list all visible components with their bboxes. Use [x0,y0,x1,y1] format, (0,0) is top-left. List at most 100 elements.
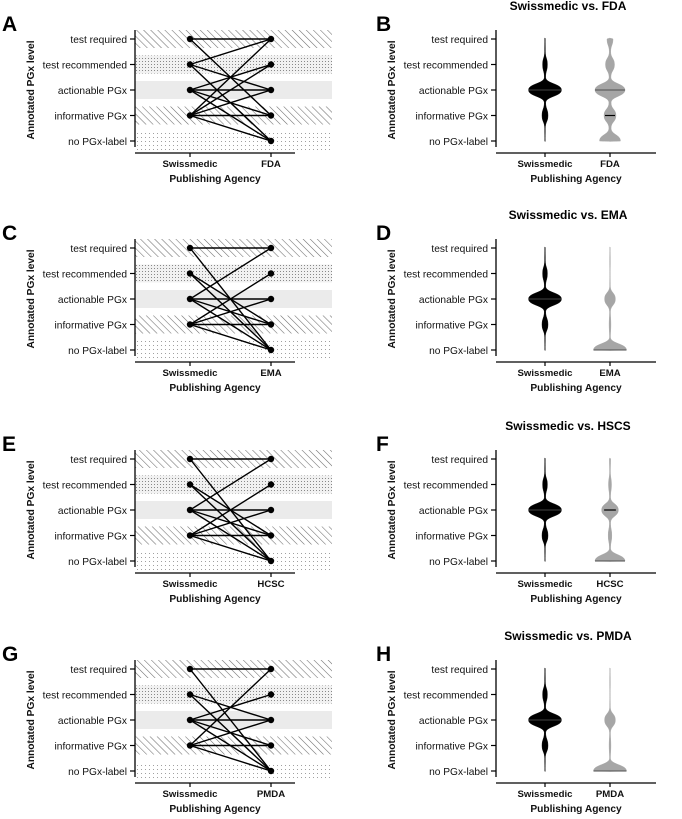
panel-a-y-tick-label: informative PGx [55,111,127,122]
panel-h-y-tick-label: test required [431,665,488,676]
panel-b-y-tick-label: test required [431,35,488,46]
panel-f-x-tick-label: Swissmedic [518,579,574,590]
panel-d-x-axis-label: Publishing Agency [530,383,622,394]
panel-c-x-axis-label: Publishing Agency [169,383,261,394]
panel-g-x-tick-label: PMDA [257,789,285,800]
panel-a-link [189,114,272,142]
panel-c-link [189,272,272,326]
panel-f-y-tick-label: informative PGx [416,531,488,542]
panel-h-y-tick-label: no PGx-label [429,767,488,778]
panel-c-band-1 [135,264,332,283]
panel-g-point [186,742,194,749]
panel-b-x-axis-label: Publishing Agency [530,174,622,185]
panel-g-link [189,719,272,747]
panel-g-point [267,767,275,775]
panel-e-link [189,458,272,511]
panel-h-y-axis-label: Annotated PGx level [387,670,398,769]
panel-g-y-tick-label: actionable PGx [58,716,127,727]
panel-c-point [186,270,194,277]
panel-e-point [267,455,275,463]
panel-a-band-4 [135,132,332,150]
panel-e-link [189,534,272,562]
panel-f-y-tick-label: no PGx-label [429,557,488,568]
panel-c-point [186,295,194,303]
panel-e-point [186,455,194,463]
panel-e-y-tick-label: no PGx-label [68,557,127,568]
panel-b-y-tick-label: test recommended [404,60,489,71]
panel-d-x-tick-label: EMA [599,368,620,379]
panel-a-link [189,38,272,117]
panel-e-y-tick-label: test recommended [43,480,128,491]
panel-d-violin-chart: test required test recommended actionable … [376,208,656,394]
panel-c-point [267,270,275,277]
panel-d-y-tick-label: no PGx-label [429,346,488,357]
panel-c-link [189,247,272,300]
panel-c-band-4 [135,341,332,359]
panel-a-y-axis-label: Annotated PGx level [26,40,37,139]
panel-e-point [186,481,194,488]
panel-g-point [186,716,194,724]
panel-b-y-tick-label: actionable PGx [419,86,488,97]
panel-e-y-axis-label: Annotated PGx level [26,460,37,559]
panel-e-x-tick-label: Swissmedic [163,579,219,590]
panel-b-x-tick-label: FDA [600,159,620,170]
panel-e-y-tick-label: test required [70,455,127,466]
panel-d-y-tick-label: test recommended [404,269,489,280]
panel-e-point [186,506,194,514]
panel-a-link [189,63,272,117]
panel-e-point [267,532,275,539]
panel-d-y-tick-label: actionable PGx [419,295,488,306]
panel-f-y-axis-label: Annotated PGx level [387,460,398,559]
panel-d-violin-ema [593,246,627,351]
panel-a-point [186,86,194,94]
panel-g-point [267,691,275,698]
panel-g-y-axis-label: Annotated PGx level [26,670,37,769]
panel-d-letter: D [376,222,391,245]
panel-a-point [186,61,194,68]
panel-e-band-4 [135,552,332,570]
panel-a-slope-chart: test required test recommended actionable … [2,13,332,185]
panel-g-y-tick-label: test recommended [43,690,128,701]
panel-f-x-axis-label: Publishing Agency [530,594,622,605]
panel-c-link [189,298,272,326]
panel-d-x-tick-label: Swissmedic [518,368,574,379]
panel-c-point [186,244,194,252]
panel-h-y-tick-label: actionable PGx [419,716,488,727]
panel-a-x-axis-label: Publishing Agency [169,174,261,185]
panel-f-y-tick-label: actionable PGx [419,506,488,517]
panel-b-y-axis-label: Annotated PGx level [387,40,398,139]
panel-h-title: Swissmedic vs. PMDA [504,629,632,643]
panel-a-point [267,86,275,94]
panel-g-y-tick-label: no PGx-label [68,767,127,778]
panel-d-title: Swissmedic vs. EMA [509,208,628,222]
panel-g-point [186,691,194,698]
panel-g-point [267,742,275,749]
panel-d-y-tick-label: informative PGx [416,320,488,331]
panel-a-y-tick-label: no PGx-label [68,137,127,148]
panel-c-point [267,295,275,303]
panel-h-violin-pmda [593,667,627,772]
panel-g-y-tick-label: test required [70,665,127,676]
panel-g-band-1 [135,685,332,704]
panel-e-letter: E [2,433,16,456]
panel-f-title: Swissmedic vs. HSCS [505,419,630,433]
panel-c-y-tick-label: actionable PGx [58,295,127,306]
panel-c-y-tick-label: test required [70,244,127,255]
panel-a-x-tick-label: Swissmedic [163,159,219,170]
panel-h-x-tick-label: Swissmedic [518,789,574,800]
panel-c-point [267,321,275,328]
panel-c-point [186,321,194,328]
panel-g-y-tick-label: informative PGx [55,741,127,752]
panel-c-y-axis-label: Annotated PGx level [26,249,37,348]
panel-e-y-tick-label: informative PGx [55,531,127,542]
panel-c-y-tick-label: informative PGx [55,320,127,331]
panel-a-y-tick-label: test recommended [43,60,128,71]
panel-c-link [189,323,272,351]
panel-b-x-tick-label: Swissmedic [518,159,574,170]
panel-g-point [186,665,194,673]
panel-g-point [267,665,275,673]
panel-b-y-tick-label: informative PGx [416,111,488,122]
panel-c-y-tick-label: no PGx-label [68,346,127,357]
panel-e-link [189,483,272,537]
panel-h-x-tick-label: PMDA [596,789,624,800]
